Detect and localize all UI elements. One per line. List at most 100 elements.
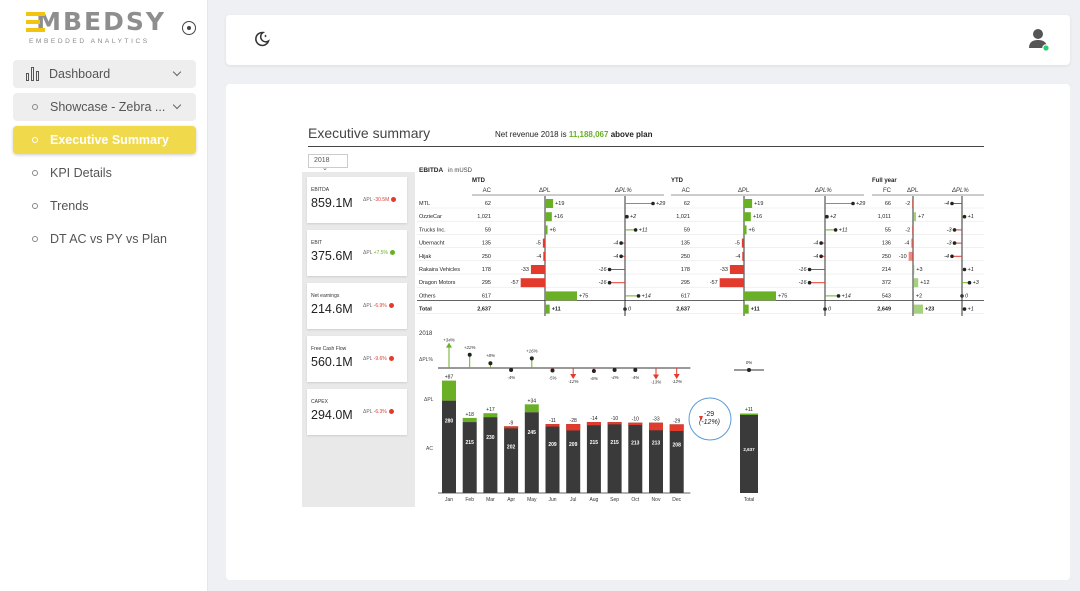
ac-label: 245	[528, 430, 537, 436]
variance-bar	[543, 251, 545, 261]
callout-arrow	[699, 416, 703, 421]
collapse-sidebar-icon[interactable]	[182, 21, 196, 35]
kpi-delta: ΔPL +7.5%	[363, 250, 395, 256]
percent-pin-head	[962, 307, 967, 311]
percent-label: -4	[813, 254, 818, 260]
variance-label: +11	[751, 307, 760, 313]
variance-label: -4	[904, 241, 909, 247]
chevron-down-icon: ⌄	[322, 165, 328, 172]
variance-bar	[913, 212, 917, 222]
variance-bar	[912, 225, 914, 235]
percent-pin-head	[636, 294, 641, 298]
kpi-card[interactable]: CAPEX 294.0M ΔPL -6.3%	[307, 389, 407, 435]
sidebar-item-label: Trends	[50, 199, 89, 213]
kpi-label: Free Cash Flow	[311, 346, 347, 352]
sidebar-item-label: Executive Summary	[50, 133, 169, 147]
net-suffix: above plan	[610, 130, 653, 139]
ac-value: 250	[681, 254, 690, 260]
chevron-down-icon	[172, 100, 182, 110]
kpi-label: EBIT	[311, 240, 323, 246]
kpi-card[interactable]: Net earnings 214.6M ΔPL -6.9%	[307, 283, 407, 329]
sidebar-item-dashboard[interactable]: Dashboard	[13, 60, 196, 88]
percent-pin-head	[509, 368, 514, 372]
variance-label: +6	[550, 227, 556, 233]
year-select[interactable]: 2018 ⌄	[308, 154, 348, 172]
percent-pin-head	[467, 352, 472, 357]
percent-pin-head	[633, 228, 638, 232]
percent-pin-head	[807, 267, 812, 272]
variance-bar	[913, 278, 919, 288]
status-dot-icon	[391, 197, 397, 202]
kpi-card[interactable]: EBIT 375.6M ΔPL +7.5%	[307, 230, 407, 276]
ac-value: 250	[482, 254, 491, 260]
percent-label: +16%	[526, 348, 538, 353]
sidebar-item-kpi-details[interactable]: KPI Details	[13, 159, 196, 187]
percent-pin-head	[488, 361, 493, 366]
month-label: May	[527, 497, 537, 503]
ac-value: 543	[882, 293, 891, 299]
callout-value: -29	[704, 411, 714, 418]
kpi-card[interactable]: Free Cash Flow 560.1M ΔPL -9.6%	[307, 336, 407, 382]
ac-value: 59	[684, 227, 690, 233]
bar-chart-icon	[26, 67, 40, 81]
percent-arrow	[653, 374, 659, 380]
circle-icon	[32, 104, 38, 110]
month-label: Apr	[507, 497, 515, 503]
column-header: ΔPL%	[614, 188, 632, 194]
sidebar-item-dt-ac-vs-py[interactable]: DT AC vs PY vs Plan	[13, 225, 196, 253]
percent-label: -4	[813, 241, 818, 247]
ac-value: 178	[482, 267, 491, 273]
user-icon[interactable]	[1029, 28, 1049, 52]
variance-label: -10	[899, 254, 907, 260]
percent-pin-head	[952, 241, 957, 245]
percent-label: +11	[639, 227, 648, 233]
ac-label: 230	[486, 435, 495, 441]
ac-value: 136	[882, 241, 891, 247]
percent-arrow	[673, 374, 680, 379]
variance-label: -57	[710, 280, 718, 286]
circle-icon	[32, 170, 38, 176]
percent-label: -4	[944, 254, 949, 260]
variance-label: -2	[905, 201, 910, 207]
percent-arrow	[446, 342, 452, 348]
status-dot-icon	[388, 303, 394, 308]
percent-label: +29	[856, 201, 865, 207]
percent-pin-head	[607, 280, 612, 285]
percent-pin-head	[807, 280, 812, 285]
percent-label: +14	[642, 293, 651, 299]
variance-bar	[744, 225, 747, 235]
percent-label: +34%	[443, 338, 455, 343]
percent-pin-head	[836, 294, 841, 298]
column-header: AC	[682, 188, 691, 194]
chevron-down-icon	[172, 67, 182, 77]
sidebar-item-showcase[interactable]: Showcase - Zebra ...	[13, 93, 196, 121]
variance-label: +19	[555, 201, 564, 207]
table-title: EBITDA	[419, 167, 444, 174]
ac-bar	[462, 422, 477, 493]
status-dot-icon	[388, 356, 394, 361]
sidebar-item-trends[interactable]: Trends	[13, 192, 196, 220]
ac-value: 1,011	[878, 214, 891, 220]
ac-bar	[504, 426, 519, 493]
variance-bar	[908, 251, 913, 261]
percent-pin-head	[607, 267, 612, 272]
sidebar-item-executive-summary[interactable]: Executive Summary	[13, 126, 196, 154]
variance-bar	[442, 380, 456, 401]
variance-label: +87	[445, 375, 454, 381]
circle-icon	[32, 137, 38, 143]
variance-label: +18	[465, 412, 474, 418]
percent-label: +29	[656, 201, 665, 207]
percent-pin-head	[619, 241, 623, 245]
brand-logo[interactable]: MBEDSY EMBEDDED ANALYTICS	[26, 8, 166, 45]
variance-bar	[719, 278, 744, 288]
variance-label: +19	[754, 201, 763, 207]
variance-bar	[545, 212, 552, 222]
logo-e-icon	[26, 12, 45, 32]
variance-bar	[742, 251, 744, 261]
variance-label: -33	[652, 417, 659, 423]
variance-label: -5	[735, 241, 740, 247]
moon-icon[interactable]	[254, 31, 270, 47]
column-header: ΔPL	[738, 188, 750, 194]
variance-label: +12	[920, 280, 929, 286]
kpi-card[interactable]: EBITDA 859.1M ΔPL -30.5M	[307, 177, 407, 223]
